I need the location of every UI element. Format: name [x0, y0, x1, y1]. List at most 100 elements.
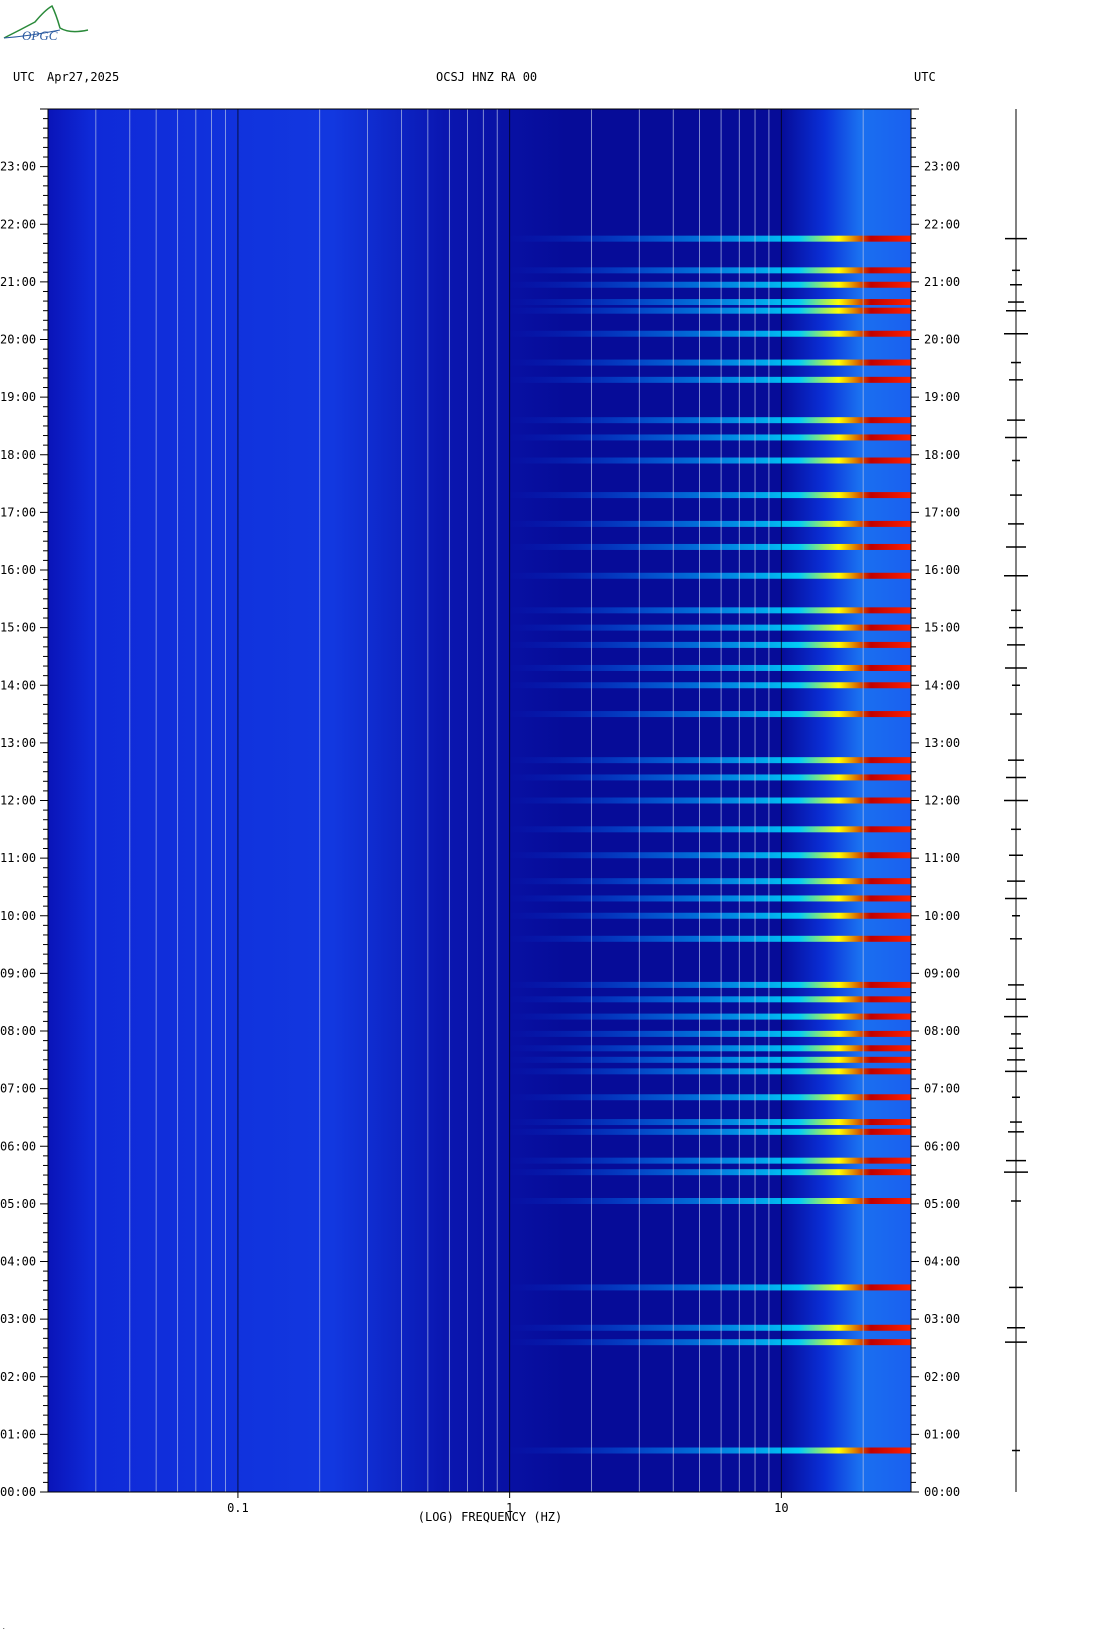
x-tick-label: 10 [774, 1501, 788, 1515]
event-band [509, 359, 911, 366]
y-tick-label-right: 12:00 [924, 794, 960, 808]
date-label: Apr27,2025 [47, 70, 120, 84]
x-axis-label: (LOG) FREQUENCY (HZ) [418, 1510, 563, 1524]
event-band [509, 878, 911, 885]
event-band [509, 520, 911, 527]
event-band [509, 1128, 911, 1135]
event-band [509, 1056, 911, 1063]
event-band [509, 281, 911, 288]
event-band [509, 624, 911, 631]
y-tick-label-left: 03:00 [0, 1312, 36, 1326]
y-tick-label-left: 01:00 [0, 1427, 36, 1441]
y-tick-label-right: 07:00 [924, 1082, 960, 1096]
event-band [509, 299, 911, 306]
event-band [509, 682, 911, 689]
y-tick-label-right: 01:00 [924, 1427, 960, 1441]
y-tick-label-right: 10:00 [924, 909, 960, 923]
event-band [509, 912, 911, 919]
event-band [509, 376, 911, 383]
y-tick-label-right: 05:00 [924, 1197, 960, 1211]
left-timezone: UTC [13, 70, 35, 84]
y-tick-label-right: 15:00 [924, 621, 960, 635]
corner-mark: . [2, 1624, 6, 1631]
event-band [509, 1339, 911, 1346]
event-band [509, 895, 911, 902]
event-band [509, 1169, 911, 1176]
y-tick-label-left: 17:00 [0, 505, 36, 519]
y-tick-label-left: 02:00 [0, 1370, 36, 1384]
event-band [509, 1068, 911, 1075]
y-tick-label-left: 09:00 [0, 966, 36, 980]
frequency-axis: 0.1 1 10 [227, 1492, 789, 1515]
event-band [509, 774, 911, 781]
event-band [509, 572, 911, 579]
y-tick-label-left: 13:00 [0, 736, 36, 750]
event-band [509, 935, 911, 942]
y-tick-label-left: 20:00 [0, 333, 36, 347]
event-band [509, 1284, 911, 1291]
y-tick-label-left: 14:00 [0, 678, 36, 692]
event-band [509, 434, 911, 441]
y-tick-label-left: 16:00 [0, 563, 36, 577]
y-tick-label-left: 23:00 [0, 160, 36, 174]
y-tick-label-right: 02:00 [924, 1370, 960, 1384]
event-band [509, 492, 911, 499]
y-tick-label-left: 05:00 [0, 1197, 36, 1211]
event-band [509, 1030, 911, 1037]
event-band [509, 1197, 911, 1204]
x-tick-label: 0.1 [227, 1501, 249, 1515]
y-tick-label-right: 17:00 [924, 505, 960, 519]
y-tick-label-right: 22:00 [924, 217, 960, 231]
event-band [509, 1157, 911, 1164]
y-tick-label-right: 21:00 [924, 275, 960, 289]
right-timezone: UTC [914, 70, 936, 84]
event-band [509, 1447, 911, 1454]
event-band [509, 757, 911, 764]
y-tick-label-right: 16:00 [924, 563, 960, 577]
event-band [509, 826, 911, 833]
y-tick-label-left: 12:00 [0, 794, 36, 808]
logo-text: OPGC [22, 28, 58, 43]
event-bands [509, 235, 911, 1454]
event-band [509, 641, 911, 648]
y-tick-label-left: 04:00 [0, 1255, 36, 1269]
y-tick-label-right: 09:00 [924, 966, 960, 980]
y-tick-label-left: 08:00 [0, 1024, 36, 1038]
y-tick-label-left: 21:00 [0, 275, 36, 289]
event-band [509, 664, 911, 671]
y-tick-label-right: 00:00 [924, 1485, 960, 1499]
event-band [509, 267, 911, 274]
event-band [509, 797, 911, 804]
opgc-logo: OPGC [3, 4, 89, 43]
event-band [509, 981, 911, 988]
y-tick-label-right: 08:00 [924, 1024, 960, 1038]
y-tick-label-left: 15:00 [0, 621, 36, 635]
event-band [509, 852, 911, 859]
y-tick-label-left: 19:00 [0, 390, 36, 404]
y-tick-label-right: 23:00 [924, 160, 960, 174]
y-tick-label-left: 10:00 [0, 909, 36, 923]
event-band [509, 330, 911, 337]
y-tick-label-right: 11:00 [924, 851, 960, 865]
y-tick-label-right: 19:00 [924, 390, 960, 404]
y-tick-label-left: 00:00 [0, 1485, 36, 1499]
time-axes: 00:00 00:00 01:00 01:00 02:00 02:00 03:00 03:00… [0, 108, 960, 1499]
event-band [509, 543, 911, 550]
event-band [509, 1013, 911, 1020]
y-tick-label-right: 04:00 [924, 1255, 960, 1269]
event-band [509, 1119, 911, 1126]
event-band [509, 307, 911, 314]
y-tick-label-right: 20:00 [924, 333, 960, 347]
event-band [509, 235, 911, 242]
y-tick-label-left: 11:00 [0, 851, 36, 865]
y-tick-label-right: 06:00 [924, 1139, 960, 1153]
y-tick-label-left: 18:00 [0, 448, 36, 462]
event-band [509, 607, 911, 614]
y-tick-label-left: 07:00 [0, 1082, 36, 1096]
y-tick-label-left: 06:00 [0, 1139, 36, 1153]
seismogram-trace [1004, 109, 1028, 1492]
frequency-grid [47, 108, 912, 1493]
event-band [509, 1094, 911, 1101]
event-band [509, 417, 911, 424]
